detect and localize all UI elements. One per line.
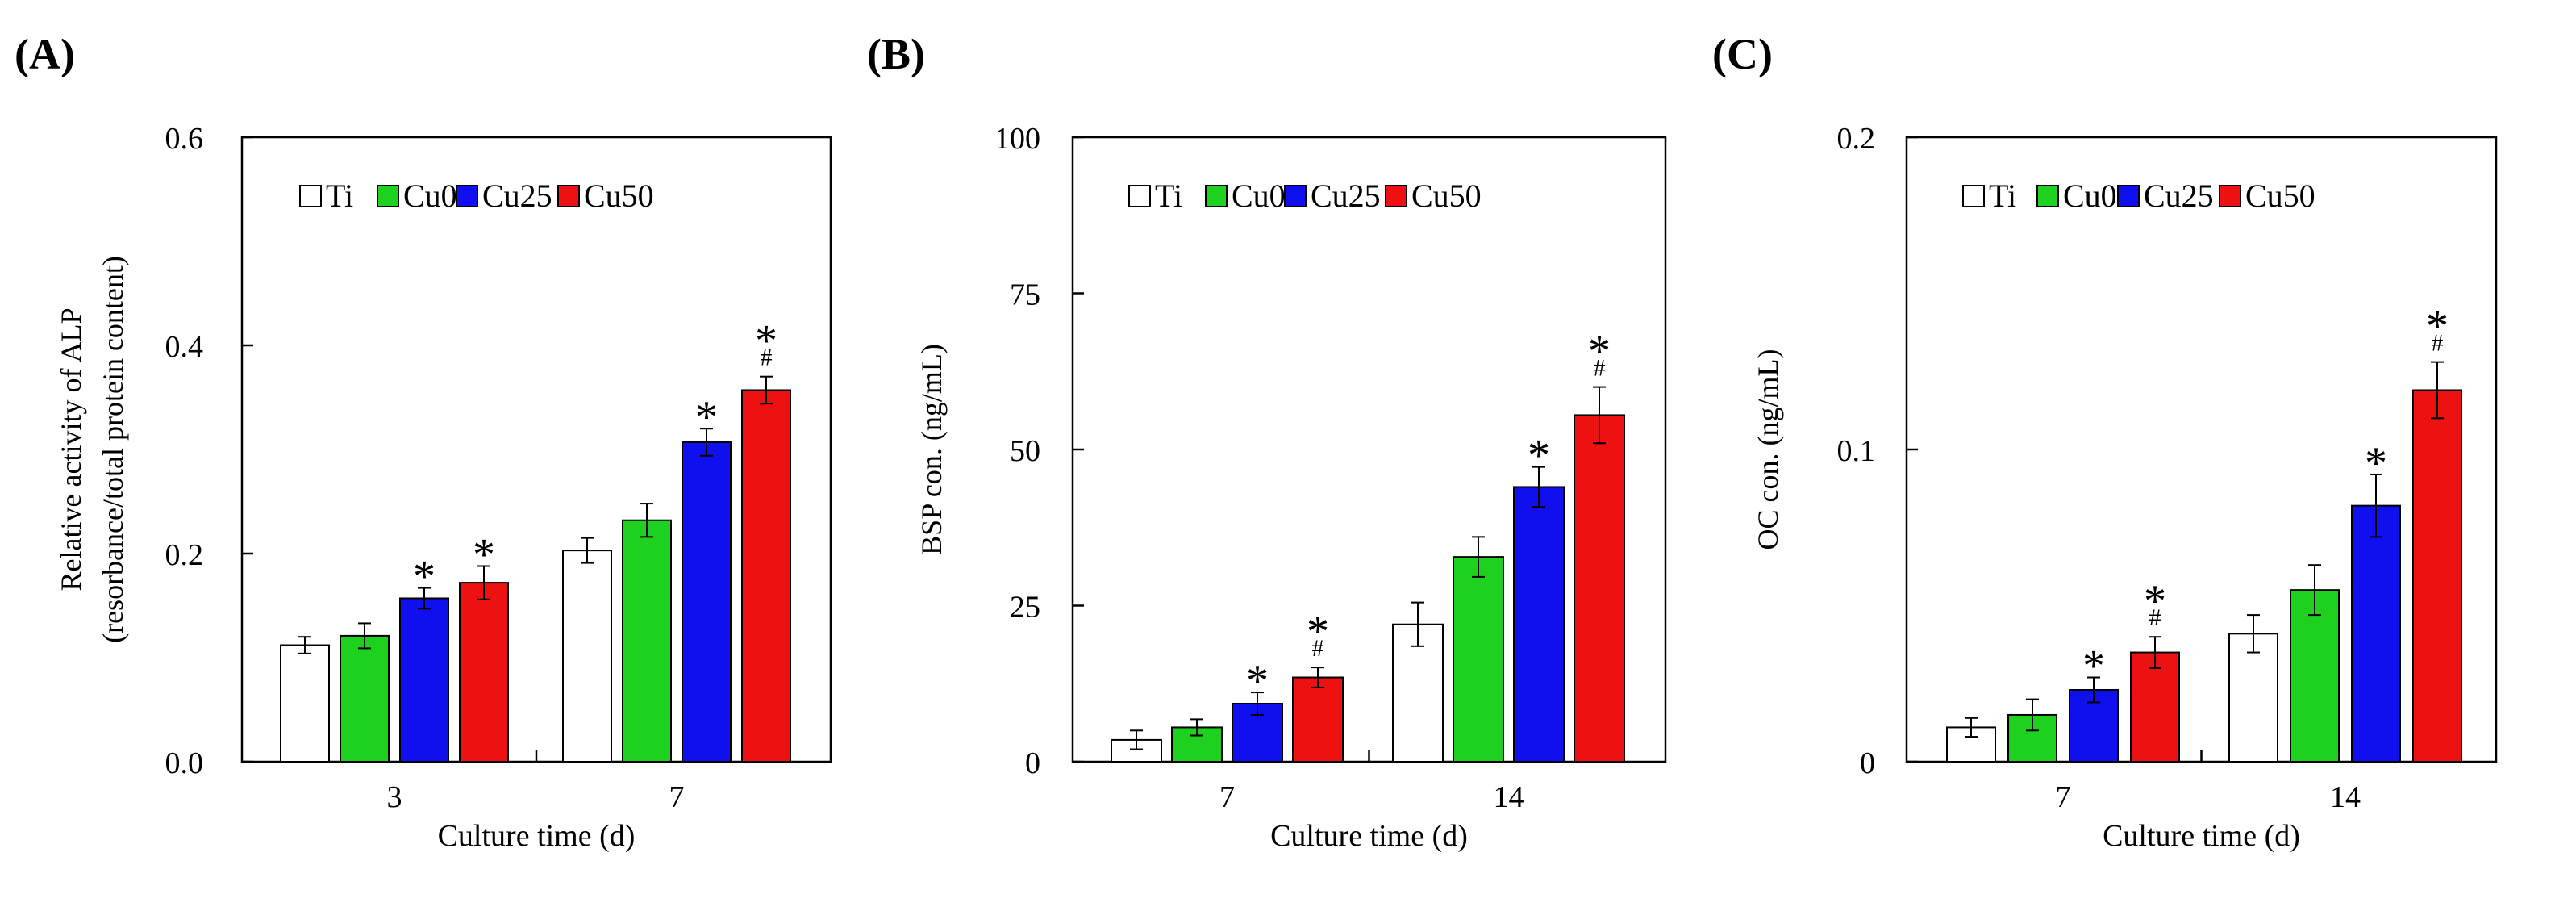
legend-label: Cu50	[584, 178, 654, 214]
y-tick-label: 50	[1010, 434, 1040, 468]
x-tick-label: 7	[2056, 780, 2071, 814]
bar-cu25	[399, 597, 449, 763]
legend-label: Cu50	[2245, 178, 2315, 214]
y-tick-label: 0.4	[165, 330, 204, 364]
legend-label: Cu25	[482, 178, 552, 214]
x-tick-label: 7	[669, 780, 685, 814]
y-axis-label: OC con. (ng/mL)	[1752, 349, 1784, 550]
bar-cu50	[741, 389, 791, 763]
bar-cu50	[459, 582, 509, 763]
x-tick-label: 3	[387, 780, 402, 814]
significance-asterisk: *	[1246, 656, 1269, 706]
hash-annotation: #	[761, 345, 773, 371]
legend-label: Cu25	[1311, 178, 1381, 214]
hash-annotation: #	[2432, 330, 2444, 357]
plot-area-frame	[1905, 136, 2498, 763]
y-tick-label: 0.2	[165, 538, 204, 572]
legend: Ti Cu0 Cu25 Cu50	[1128, 178, 1482, 214]
hash-annotation: #	[1594, 355, 1606, 382]
chart-panel-a: (A) 0.0 0.2 0.4 0.6 Relative activity of ALP (…	[15, 30, 832, 853]
legend-swatch-cu50	[557, 185, 580, 207]
significance-asterisk: *	[755, 316, 777, 366]
legend-swatch-cu50	[2219, 185, 2241, 207]
y-tick-label: 0.6	[165, 122, 204, 156]
legend-swatch-ti	[299, 185, 322, 207]
legend-swatch-ti	[1128, 185, 1151, 207]
panel-label: (B)	[867, 30, 925, 78]
panel-label: (C)	[1712, 30, 1773, 78]
bar-cu25	[1513, 486, 1565, 763]
bar-ti	[280, 644, 330, 763]
x-tick-label: 7	[1219, 780, 1235, 814]
bar-cu25	[2351, 504, 2401, 763]
x-tick-label: 14	[1494, 780, 1524, 814]
significance-asterisk: *	[2365, 438, 2387, 488]
legend-swatch-cu25	[456, 185, 478, 207]
legend-swatch-cu0	[377, 185, 399, 207]
bar-cu50	[1292, 676, 1344, 763]
bar-cu0	[1453, 556, 1504, 763]
y-tick-label: 75	[1010, 278, 1040, 312]
legend-swatch-cu0	[1205, 185, 1228, 207]
significance-asterisk: *	[1528, 431, 1550, 481]
bar-cu0	[340, 634, 390, 763]
legend-label: Cu0	[1232, 178, 1286, 214]
bar-cu50	[2412, 389, 2462, 763]
bar-ti	[562, 550, 612, 763]
legend-swatch-cu50	[1385, 185, 1407, 207]
significance-asterisk: *	[2426, 302, 2449, 352]
significance-asterisk: *	[473, 529, 495, 579]
legend-label: Ti	[1155, 178, 1182, 214]
y-tick-label: 25	[1010, 591, 1040, 625]
legend: Ti Cu0 Cu25 Cu50	[299, 178, 654, 214]
legend-swatch-cu0	[2036, 185, 2059, 207]
significance-asterisk: *	[695, 392, 718, 442]
bar-cu0	[2290, 589, 2340, 763]
bar-cu25	[682, 441, 732, 763]
legend-label: Cu25	[2144, 178, 2214, 214]
significance-asterisk: *	[1307, 607, 1329, 657]
significance-asterisk: *	[1588, 327, 1611, 377]
bar-cu25	[1232, 703, 1283, 763]
legend-label: Cu50	[1411, 178, 1482, 214]
legend-label: Cu0	[2063, 178, 2117, 214]
y-tick-label: 0	[1860, 746, 1875, 780]
bar-ti	[1392, 623, 1444, 763]
legend-label: Cu0	[403, 178, 457, 214]
y-axis-label: BSP con. (ng/mL)	[915, 344, 948, 555]
y-tick-label: 0.0	[165, 746, 204, 780]
bar-cu50	[2130, 651, 2180, 763]
panel-label: (A)	[15, 30, 75, 78]
legend-swatch-cu25	[1284, 185, 1307, 207]
bar-ti	[2228, 633, 2278, 763]
x-axis-label: Culture time (d)	[1270, 819, 1468, 853]
legend-label: Ti	[1989, 178, 2016, 214]
y-tick-label: 0	[1025, 746, 1040, 780]
x-axis-label: Culture time (d)	[2103, 819, 2300, 853]
y-tick-label: 0.1	[1837, 434, 1876, 468]
x-tick-label: 14	[2330, 780, 2361, 814]
legend-label: Ti	[326, 178, 353, 214]
legend-swatch-cu25	[2117, 185, 2140, 207]
significance-asterisk: *	[2144, 576, 2166, 626]
legend-swatch-ti	[1962, 185, 1985, 207]
y-tick-label: 100	[994, 122, 1040, 156]
y-tick-label: 0.2	[1837, 122, 1876, 156]
significance-asterisk: *	[413, 552, 436, 602]
significance-asterisk: *	[2082, 642, 2105, 692]
legend: Ti Cu0 Cu25 Cu50	[1962, 178, 2315, 214]
x-axis-label: Culture time (d)	[438, 819, 636, 853]
hash-annotation: #	[2149, 604, 2161, 631]
hash-annotation: #	[1312, 635, 1324, 662]
y-axis-label: (resorbance/total protein content)	[97, 256, 129, 643]
bar-cu0	[622, 519, 672, 763]
bar-cu50	[1574, 414, 1625, 763]
y-axis-label: Relative activity of ALP	[55, 308, 87, 591]
chart-panel-c: (C)00.10.2OC con. (ng/mL)*#*7*#*14Cultur…	[1712, 30, 2498, 853]
